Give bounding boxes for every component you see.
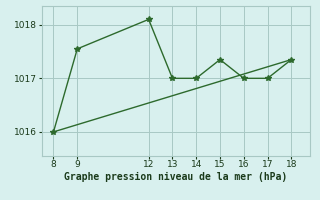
X-axis label: Graphe pression niveau de la mer (hPa): Graphe pression niveau de la mer (hPa) xyxy=(64,172,288,182)
